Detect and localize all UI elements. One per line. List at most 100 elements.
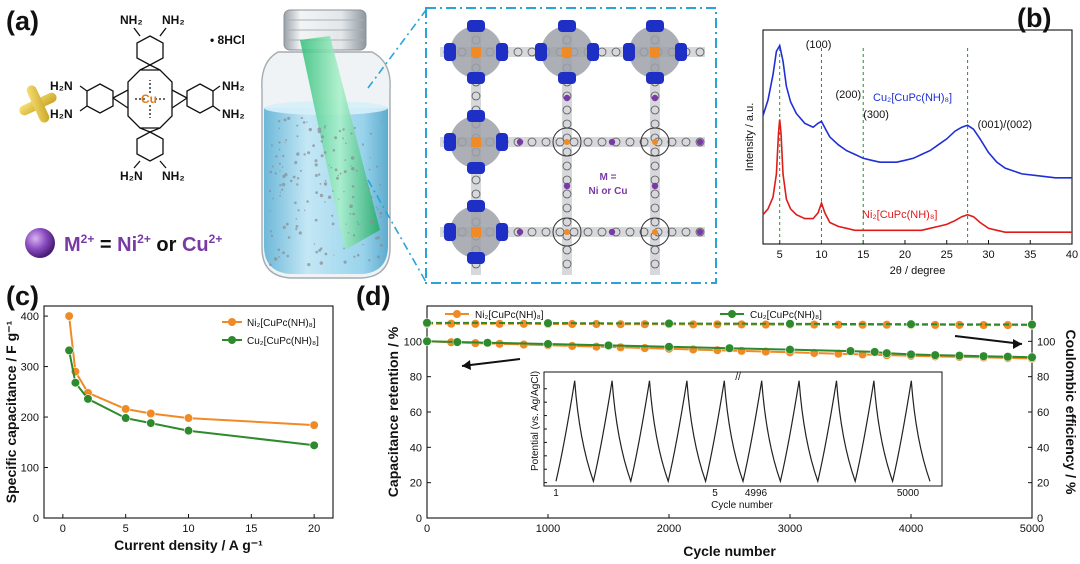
- particle-dot: [317, 127, 322, 132]
- particle-dot: [336, 176, 339, 180]
- cyc-data-point: [906, 349, 916, 359]
- xrd-peak-label: (001)/(002): [978, 119, 1032, 131]
- particle-dot: [351, 185, 355, 188]
- framework-ring: [639, 227, 649, 237]
- framework-structure: [440, 20, 705, 275]
- particle-dot: [375, 165, 379, 168]
- framework-cu-center: [471, 227, 481, 237]
- framework-n-atom: [467, 162, 485, 174]
- particle-dot: [296, 124, 299, 127]
- cyc-data-point: [482, 338, 493, 348]
- particle-dot: [319, 193, 324, 198]
- particle-dot: [314, 174, 318, 177]
- inset-gcd-curve: [555, 380, 931, 484]
- framework-n-atom: [444, 223, 456, 241]
- particle-dot: [366, 183, 368, 185]
- framework-ring: [667, 227, 677, 237]
- framework-cu-center: [652, 229, 658, 235]
- framework-ring: [471, 189, 481, 199]
- particle-dot: [268, 189, 272, 193]
- particle-dot: [320, 247, 323, 249]
- particle-dot: [342, 128, 345, 131]
- particle-dot: [318, 173, 321, 176]
- framework-n-atom: [558, 72, 576, 84]
- framework-cu-center: [562, 47, 572, 57]
- metal-ion-sphere-icon: [25, 228, 55, 258]
- cyc-series-line: [426, 321, 1033, 326]
- particle-dot: [307, 263, 311, 267]
- particle-dot: [352, 195, 355, 199]
- xrd-peak-label: (100): [806, 39, 832, 51]
- particle-dot: [357, 223, 360, 226]
- panel-a-label: (a): [6, 6, 39, 36]
- xrd-series-label: Cu₂[CuPc(NH)₈]: [873, 92, 952, 104]
- xrd-peak-label: (300): [863, 109, 889, 121]
- particle-dot: [343, 191, 345, 193]
- particle-dot: [278, 127, 281, 130]
- particle-dot: [269, 170, 273, 174]
- cyc-arrow-right-head: [1013, 339, 1022, 349]
- particle-dot: [302, 121, 306, 124]
- framework-cu-center: [564, 229, 570, 235]
- cyc-x-tick-label: 5000: [1020, 523, 1044, 535]
- center-metal-label: Cu: [141, 92, 157, 106]
- rate-x-label: Current density / A g⁻¹: [114, 537, 263, 553]
- nh2-label: H₂N: [50, 107, 73, 121]
- cyc-y2-tick-label: 100: [1037, 336, 1055, 348]
- particle-dot: [294, 175, 296, 178]
- framework-n-atom: [496, 223, 508, 241]
- particle-dot: [278, 256, 280, 258]
- particle-dot: [320, 135, 325, 139]
- cyc-y-tick-label: 80: [410, 372, 422, 384]
- particle-dot: [278, 120, 281, 123]
- particle-dot: [284, 142, 286, 144]
- nh2-label: NH₂: [222, 79, 245, 93]
- particle-dot: [353, 126, 356, 130]
- particle-dot: [343, 170, 347, 174]
- particle-dot: [379, 211, 383, 215]
- particle-dot: [269, 210, 272, 212]
- cyc-data-point: [1003, 352, 1013, 362]
- cyc-data-point: [422, 318, 432, 328]
- particle-dot: [344, 159, 347, 161]
- framework-cu-center: [652, 139, 658, 145]
- cyc-y2-tick-label: 60: [1037, 407, 1049, 419]
- framework-node: [552, 127, 582, 157]
- framework-n-atom: [646, 72, 664, 84]
- particle-dot: [324, 252, 328, 256]
- particle-dot: [279, 184, 282, 187]
- rate-data-point: [121, 413, 131, 423]
- particle-dot: [269, 263, 272, 267]
- cyc-y2-tick-label: 20: [1037, 478, 1049, 490]
- cyc-y-tick-label: 100: [404, 336, 422, 348]
- framework-ring: [695, 227, 705, 237]
- particle-dot: [376, 255, 381, 259]
- cyc-data-point: [954, 351, 964, 361]
- particle-dot: [334, 136, 338, 140]
- phthalocyanine-structure: [79, 27, 221, 169]
- particle-dot: [314, 163, 318, 167]
- cyc-data-point: [567, 341, 577, 351]
- framework-ring: [471, 91, 481, 101]
- particle-dot: [281, 182, 286, 187]
- particle-dot: [350, 156, 355, 160]
- cyc-data-point: [664, 318, 674, 329]
- framework-linker: [562, 20, 572, 275]
- framework-n-atom: [675, 43, 687, 61]
- particle-dot: [271, 165, 274, 168]
- particle-dot: [284, 173, 288, 177]
- framework-ring: [597, 227, 607, 237]
- cyc-data-point: [870, 347, 880, 357]
- particle-dot: [353, 255, 356, 258]
- framework-cu-center: [564, 139, 570, 145]
- particle-dot: [343, 247, 345, 250]
- particle-dot: [282, 154, 285, 158]
- particle-dot: [312, 144, 315, 148]
- nh2-label: H₂N: [120, 169, 143, 183]
- metal-ion-legend: M2+ = Ni2+ or Cu2+: [25, 228, 222, 258]
- framework-n-atom: [467, 72, 485, 84]
- cyc-data-point: [640, 343, 650, 353]
- particle-dot: [324, 124, 327, 127]
- cyc-data-point: [452, 337, 462, 347]
